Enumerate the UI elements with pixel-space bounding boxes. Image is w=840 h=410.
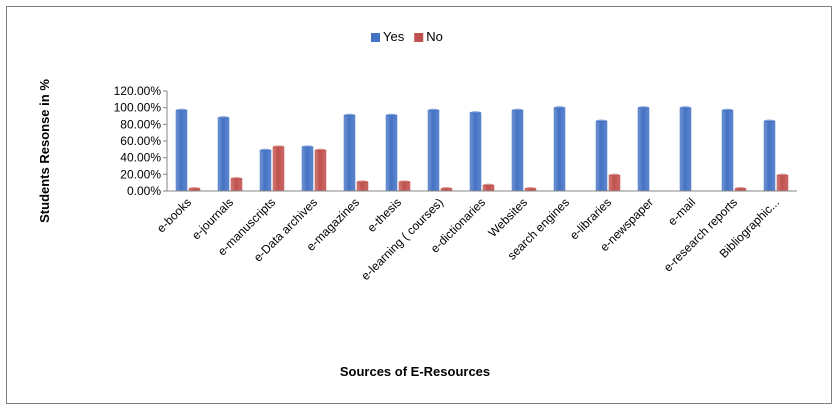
bar-yes-10 bbox=[595, 120, 608, 192]
bar-cap bbox=[399, 180, 410, 184]
bar-yes-7 bbox=[469, 112, 482, 192]
bar-yes-3 bbox=[301, 146, 314, 192]
bar-no-2 bbox=[272, 146, 285, 192]
y-tick-label: 20.00% bbox=[120, 167, 161, 181]
bar-yes-1 bbox=[217, 117, 230, 192]
y-tick-label: 40.00% bbox=[120, 151, 161, 165]
bar-chart: Yes No Students Resonse in % 0.00% 20.00% 4… bbox=[37, 29, 797, 379]
bar-cap bbox=[525, 187, 536, 190]
bar-cap bbox=[638, 106, 649, 110]
legend-swatch-no bbox=[414, 33, 424, 42]
bar-yes-13 bbox=[721, 109, 734, 192]
bar-cap bbox=[596, 119, 607, 123]
bar-cap bbox=[357, 180, 368, 184]
bar-cap bbox=[302, 145, 313, 149]
bar-cap bbox=[512, 108, 523, 112]
bar-cap bbox=[344, 113, 355, 117]
legend-label-no: No bbox=[426, 29, 443, 44]
bar-yes-11 bbox=[637, 107, 650, 192]
bar-cap bbox=[176, 108, 187, 112]
bar-cap bbox=[189, 187, 200, 190]
bar-cap bbox=[483, 183, 494, 187]
bar-yes-6 bbox=[427, 109, 440, 192]
y-axis-ticks: 0.00% 20.00% 40.00% 60.00% 80.00% 100.00% 120.… bbox=[114, 84, 167, 198]
bar-cap bbox=[273, 145, 284, 149]
bar-yes-2 bbox=[259, 149, 272, 192]
bar-cap bbox=[764, 119, 775, 123]
bar-yes-9 bbox=[553, 107, 566, 192]
x-axis-label: Sources of E-Resources bbox=[340, 364, 490, 379]
bar-cap bbox=[722, 108, 733, 112]
bar-cap bbox=[231, 177, 242, 180]
bar-cap bbox=[735, 187, 746, 190]
bar-cap bbox=[470, 111, 481, 115]
x-tick-label: e-books bbox=[154, 195, 194, 235]
bar-yes-12 bbox=[679, 107, 692, 192]
bar-cap bbox=[218, 116, 229, 120]
bar-yes-8 bbox=[511, 109, 524, 192]
bar-cap bbox=[441, 187, 452, 190]
bar-cap bbox=[428, 108, 439, 112]
bar-no-1 bbox=[230, 178, 243, 192]
bar-no-14 bbox=[776, 174, 789, 192]
legend: Yes No bbox=[371, 29, 443, 44]
bars bbox=[175, 106, 789, 192]
legend-label-yes: Yes bbox=[383, 29, 405, 44]
bar-yes-4 bbox=[343, 114, 356, 192]
y-tick-label: 120.00% bbox=[114, 84, 162, 98]
bar-cap bbox=[260, 148, 271, 152]
bar-cap bbox=[315, 148, 326, 152]
legend-swatch-yes bbox=[371, 33, 380, 42]
y-tick-label: 80.00% bbox=[120, 117, 161, 131]
bar-yes-5 bbox=[385, 114, 398, 192]
y-tick-label: 0.00% bbox=[127, 184, 161, 198]
x-tick-label: e-mail bbox=[665, 195, 698, 228]
x-tick-label: e-research reports bbox=[661, 195, 740, 274]
chart-frame: Yes No Students Resonse in % 0.00% 20.00% 4… bbox=[6, 6, 832, 404]
y-axis-label: Students Resonse in % bbox=[37, 79, 52, 223]
y-tick-label: 60.00% bbox=[120, 134, 161, 148]
bar-cap bbox=[777, 173, 788, 177]
bar-cap bbox=[554, 106, 565, 110]
bar-no-3 bbox=[314, 149, 327, 192]
bar-no-10 bbox=[608, 174, 621, 192]
bar-cap bbox=[609, 173, 620, 177]
bar-yes-14 bbox=[763, 120, 776, 192]
bar-yes-0 bbox=[175, 109, 188, 192]
bar-cap bbox=[680, 106, 691, 110]
y-tick-label: 100.00% bbox=[114, 101, 162, 115]
bar-cap bbox=[386, 113, 397, 117]
x-tick-label: e-learning ( courses) bbox=[358, 195, 446, 283]
x-tick-label: e-thesis bbox=[365, 195, 405, 235]
